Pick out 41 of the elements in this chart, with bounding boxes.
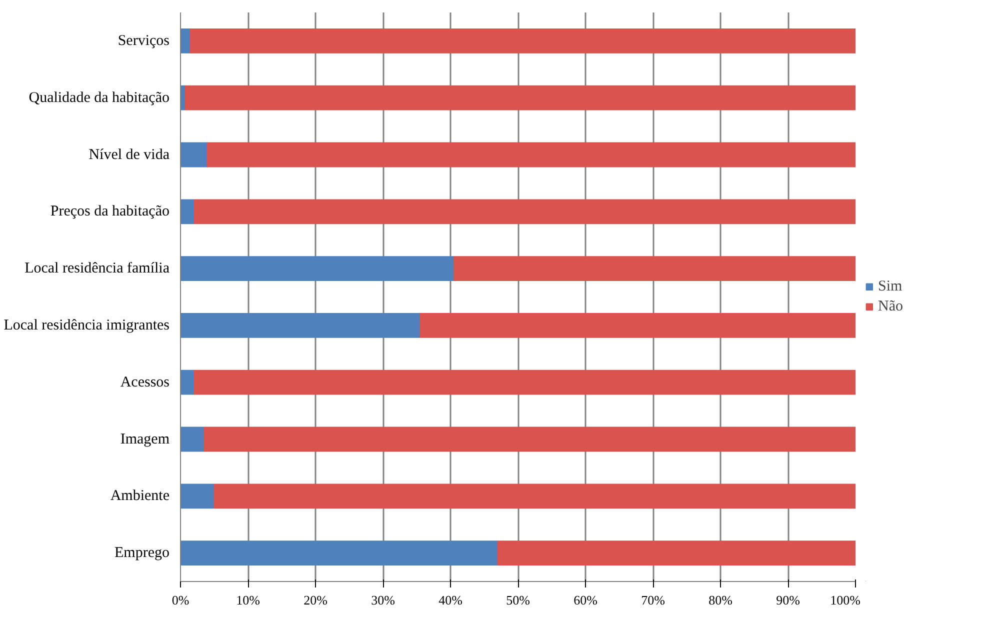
- y-tick-label: Serviços: [118, 32, 170, 49]
- x-tick-label: 10%: [236, 592, 260, 608]
- bar: [207, 142, 856, 168]
- bar: [180, 199, 194, 224]
- bar: [420, 313, 856, 338]
- bar: [184, 85, 856, 110]
- bar: [180, 313, 421, 338]
- x-tick-label: 30%: [371, 592, 396, 608]
- bar: [189, 28, 856, 54]
- y-tick-label: Local residência imigrantes: [4, 317, 170, 334]
- legend-label: Sim: [878, 278, 902, 295]
- y-tick-label: Local residência família: [24, 260, 170, 277]
- y-tick-label: Nível de vida: [88, 146, 170, 163]
- x-tick-label: 80%: [708, 592, 733, 608]
- bar: [180, 484, 215, 509]
- bar: [180, 540, 498, 566]
- x-tick-label: 0%: [172, 592, 190, 608]
- x-tick-label: 90%: [776, 592, 800, 608]
- bar: [204, 426, 856, 452]
- y-tick-label: Acessos: [120, 374, 170, 390]
- bar: [453, 256, 856, 281]
- x-tick-label: 20%: [304, 592, 328, 608]
- y-tick-label: Emprego: [114, 545, 170, 562]
- bar: [180, 426, 205, 452]
- x-tick-label: 50%: [506, 592, 530, 608]
- y-tick-label: Qualidade da habitação: [28, 90, 170, 106]
- x-tick-label: 70%: [641, 592, 666, 608]
- bar: [497, 540, 856, 566]
- bar: [180, 370, 194, 395]
- x-tick-label: 100%: [830, 592, 861, 608]
- legend-label: Não: [878, 298, 903, 315]
- bar: [180, 256, 454, 281]
- x-tick-label: 40%: [438, 592, 463, 608]
- y-tick-label: Preços da habitação: [50, 204, 170, 220]
- bar: [214, 484, 856, 509]
- bar: [194, 370, 856, 395]
- x-tick-label: 60%: [574, 592, 598, 608]
- bar: [194, 199, 856, 224]
- bar: [180, 142, 208, 168]
- y-tick-label: Imagem: [120, 431, 170, 448]
- y-tick-label: Ambiente: [110, 488, 170, 504]
